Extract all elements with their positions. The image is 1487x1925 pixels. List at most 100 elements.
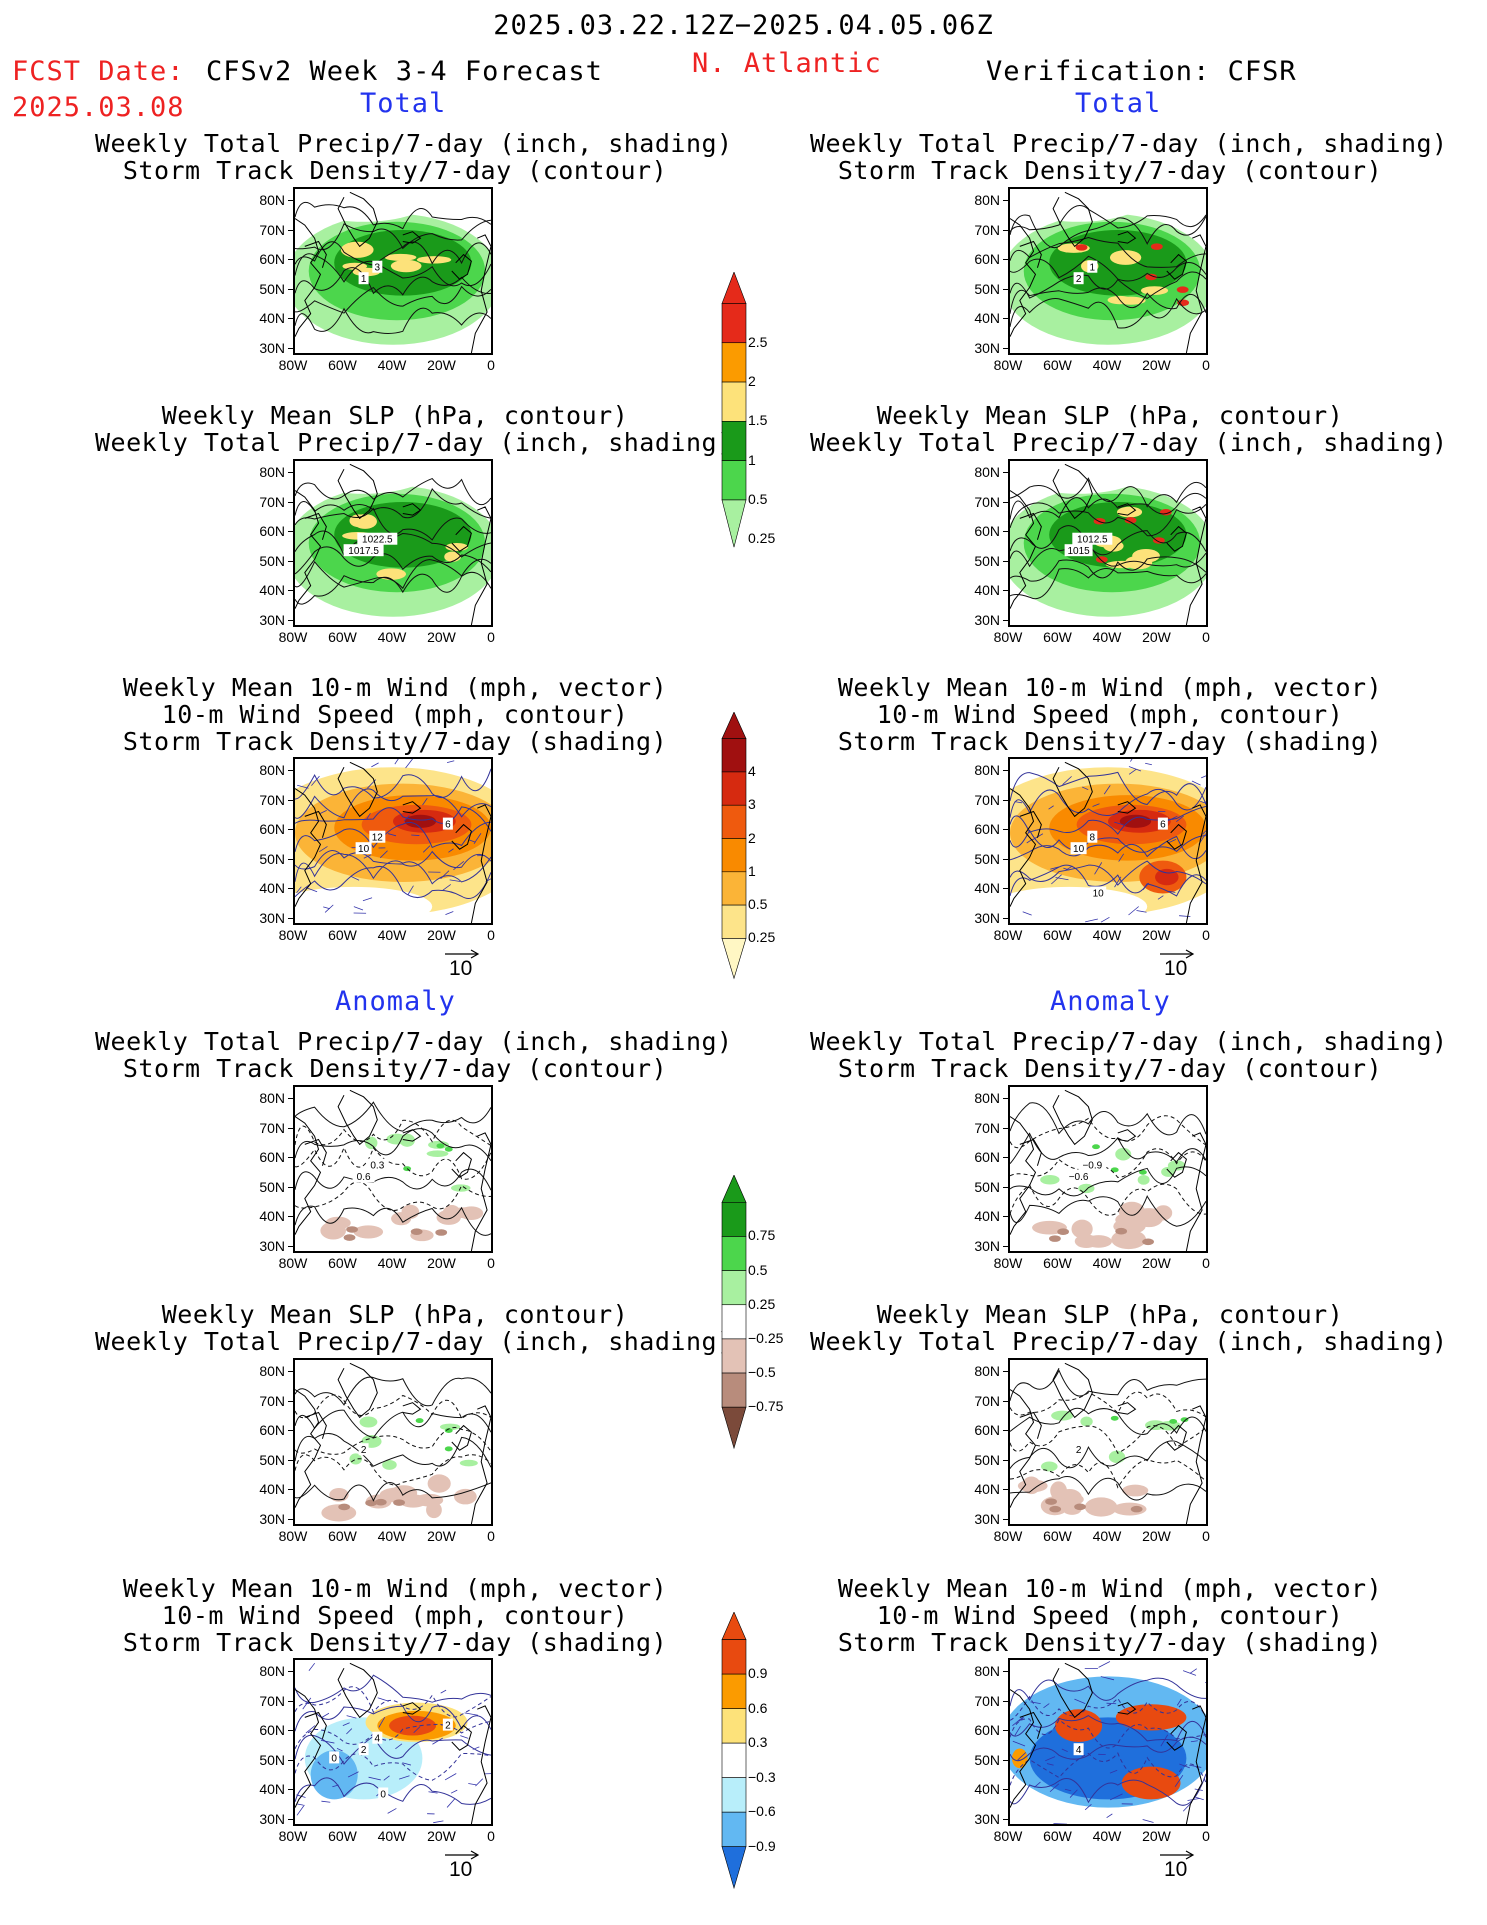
lat-tick xyxy=(1003,1157,1008,1158)
lat-tick-label: 70N xyxy=(259,1692,285,1709)
lat-tick-label: 70N xyxy=(974,1119,1000,1136)
lat-tick xyxy=(1003,531,1008,532)
lat-tick xyxy=(1003,1818,1008,1820)
lon-tick-label: 80W xyxy=(278,1255,308,1271)
panel-title: Weekly Mean SLP (hPa, contour) Weekly Tot… xyxy=(95,1300,733,1356)
lat-tick-label: 40N xyxy=(974,1208,1000,1224)
contour-label: 2 xyxy=(361,1745,367,1756)
lon-tick-label: 40W xyxy=(377,1528,407,1544)
lat-tick xyxy=(1003,1759,1008,1761)
panel-title-line: Storm Track Density/7-day (contour) xyxy=(122,156,668,185)
lat-tick-label: 30N xyxy=(259,1810,285,1827)
lon-tick-label: 0 xyxy=(487,927,495,943)
panel-title: Weekly Mean 10-m Wind (mph, vector) 10-m … xyxy=(95,1575,695,1656)
vector-reference-arrow xyxy=(445,949,480,959)
lat-tick xyxy=(1003,200,1008,201)
lat-tick-label: 70N xyxy=(974,1392,1000,1409)
contour-label: 6 xyxy=(445,820,451,831)
lat-tick-label: 70N xyxy=(974,493,1000,510)
lat-tick-label: 60N xyxy=(974,523,1000,539)
lat-tick-label: 60N xyxy=(259,1149,285,1165)
lat-tick xyxy=(1003,1730,1008,1731)
lon-tick-label: 20W xyxy=(427,357,456,373)
lat-tick-label: 50N xyxy=(259,552,285,569)
lat-tick-label: 50N xyxy=(974,1751,1000,1768)
lon-tick-label: 40W xyxy=(377,629,407,645)
lon-tick-label: 60W xyxy=(1043,1828,1072,1844)
lat-tick xyxy=(1003,1518,1008,1520)
lat-tick xyxy=(288,1700,293,1702)
section-total-verification: Total xyxy=(1075,88,1162,119)
panel-title-line: Weekly Mean SLP (hPa, contour) xyxy=(876,401,1344,430)
panel-slp_total-fc: 1017.5 1022.5 80N 70N 60N 50N 40N 30N 80W 60W 40W 2… xyxy=(259,459,495,645)
lat-tick-label: 80N xyxy=(974,762,1000,778)
contour-label: 6 xyxy=(1160,820,1166,831)
lon-tick-label: 0 xyxy=(1202,1255,1210,1271)
contour-label: 1 xyxy=(361,274,367,285)
lat-tick-label: 40N xyxy=(974,310,1000,326)
panel-title-line: Weekly Total Precip/7-day (inch, shading… xyxy=(95,1327,733,1356)
map-wind_anom-vf: 4 xyxy=(1008,1658,1208,1826)
panel-title-line: Weekly Total Precip/7-day (inch, shading… xyxy=(810,1327,1448,1356)
lat-tick-label: 50N xyxy=(259,1178,285,1195)
map-field: −0.6−0.9 xyxy=(1010,1089,1206,1251)
panel-title-line: Weekly Mean SLP (hPa, contour) xyxy=(161,1300,629,1329)
lat-tick-label: 60N xyxy=(974,1422,1000,1438)
lat-tick xyxy=(288,501,293,503)
lat-tick-label: 50N xyxy=(259,1451,285,1468)
colorbar-label: 1 xyxy=(748,451,756,468)
panel-wind_total-vf: 10 8 6 10 80N 70N 60N 50N 40N 30N 80W 60W 40W 20W 0 xyxy=(974,757,1210,943)
lat-tick xyxy=(1003,318,1008,319)
vector-reference-arrow xyxy=(1160,949,1195,959)
lat-tick xyxy=(1003,619,1008,621)
lat-tick-label: 30N xyxy=(259,339,285,356)
lat-tick-label: 70N xyxy=(259,791,285,808)
lat-tick xyxy=(1003,917,1008,919)
contour-label: −0.9 xyxy=(1082,1161,1102,1172)
panel-title-line: Storm Track Density/7-day (shading) xyxy=(122,1628,668,1657)
lon-tick-label: 20W xyxy=(1142,357,1171,373)
colorbar-storm_total xyxy=(721,712,747,980)
map-field: 1012 6 xyxy=(295,759,491,923)
lon-tick-label: 80W xyxy=(993,927,1023,943)
contour-label: 2 xyxy=(1076,274,1082,285)
contour-label: 1015 xyxy=(1067,546,1090,557)
colorbar-label: 0.25 xyxy=(748,1295,776,1312)
map-slp_anom-fc: 2 xyxy=(293,1358,493,1526)
contour-label: 1012.5 xyxy=(1077,535,1108,546)
contour-label: 4 xyxy=(375,1734,381,1745)
colorbar-label: 2 xyxy=(748,373,756,390)
lat-tick-label: 60N xyxy=(259,1422,285,1438)
lon-tick-label: 40W xyxy=(1092,927,1122,943)
lat-tick-label: 30N xyxy=(974,909,1000,926)
lon-tick-label: 60W xyxy=(328,1255,357,1271)
map-precip_anom-fc: 0.6 0.3 xyxy=(293,1085,493,1253)
panel-precip_anom-vf: −0.6 −0.9 80N 70N 60N 50N 40N 30N 80W 60W 40W 20W 0 xyxy=(974,1085,1210,1271)
panel-title: Weekly Total Precip/7-day (inch, shading… xyxy=(95,130,732,185)
lon-tick-label: 20W xyxy=(427,1528,456,1544)
lon-tick-label: 40W xyxy=(1092,1828,1122,1844)
period-title: 2025.03.22.12Z−2025.04.05.06Z xyxy=(493,10,994,41)
colorbar-label: 0.5 xyxy=(748,490,768,507)
lon-tick-label: 60W xyxy=(1043,927,1072,943)
lat-tick-label: 30N xyxy=(974,339,1000,356)
lat-tick-label: 70N xyxy=(974,791,1000,808)
lat-tick xyxy=(1003,1489,1008,1490)
panel-title-line: Weekly Total Precip/7-day (inch, shading… xyxy=(810,129,1448,158)
panel-title-line: Weekly Total Precip/7-day (inch, shading… xyxy=(810,428,1448,457)
lon-tick-label: 80W xyxy=(993,1528,1023,1544)
lat-tick xyxy=(1003,1789,1008,1790)
lat-tick xyxy=(1003,560,1008,562)
panel-slp_anom-fc: 2 80N 70N 60N 50N 40N 30N 80W 60W 40W 20W 0 xyxy=(259,1358,495,1544)
contour-label: 10 xyxy=(1093,888,1105,899)
colorbar-label: −0.5 xyxy=(748,1364,776,1381)
contour-label: 3 xyxy=(375,263,381,274)
lat-tick-label: 30N xyxy=(974,1810,1000,1827)
panel-title: Weekly Mean SLP (hPa, contour) Weekly Tot… xyxy=(95,402,732,456)
section-anomaly-verification: Anomaly xyxy=(1050,986,1171,1017)
vector-reference-arrow xyxy=(1160,1850,1195,1860)
